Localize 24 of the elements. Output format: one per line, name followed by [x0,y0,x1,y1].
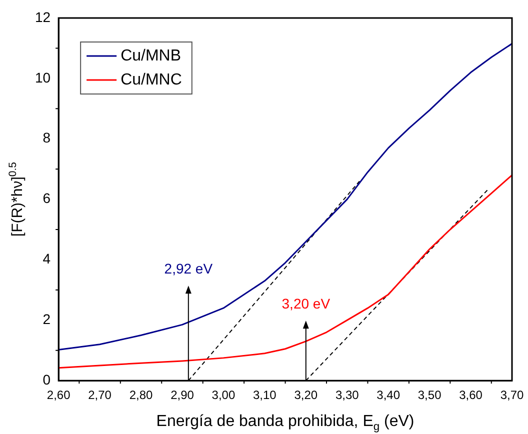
annotation: 3,20 eV [282,296,331,312]
x-tick-label: 2,60 [46,388,71,402]
x-tick-label: 2,90 [170,388,194,402]
y-tick-label: 0 [42,371,51,388]
x-tick-label: 3,20 [294,388,318,402]
y-axis-title: [F(R)*hν]0.5 [7,162,26,237]
x-tick-label: 3,40 [376,388,400,402]
x-tick-label: 3,70 [500,388,524,402]
x-tick-label: 3,10 [252,388,277,402]
y-tick-label: 2 [42,311,51,328]
legend-label: Cu/MNB [120,47,182,64]
y-tick-label: 12 [34,8,51,25]
x-tick-label: 3,60 [459,388,483,402]
x-tick-label: 2,80 [129,388,154,402]
x-tick-label: 3,30 [335,388,360,402]
x-tick-label: 3,50 [418,388,442,402]
x-tick-label: 2,70 [88,388,112,402]
annotation: 2,92 eV [164,260,214,277]
legend-label: Cu/MNC [120,71,182,88]
y-tick-label: 8 [42,130,51,146]
y-tick-label: 4 [42,250,51,267]
y-tick-label: 6 [42,190,51,206]
x-tick-label: 3,00 [212,388,236,402]
y-tick-label: 10 [34,69,51,86]
